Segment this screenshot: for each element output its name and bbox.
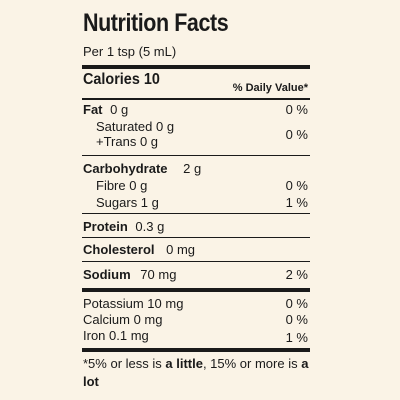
sodium-row: Sodium 70 mg bbox=[83, 267, 176, 283]
daily-value-header: % Daily Value* bbox=[232, 82, 308, 94]
saturated-dv: 0 % bbox=[285, 127, 308, 142]
divider-thin bbox=[82, 237, 310, 238]
protein-row: Protein 0.3 g bbox=[83, 219, 164, 235]
fibre-dv: 0 % bbox=[285, 178, 308, 193]
footnote-little: a little bbox=[165, 356, 203, 371]
daily-value-footnote: *5% or less is a little, 15% or more is … bbox=[83, 355, 311, 391]
footnote-text: *5% or less is bbox=[83, 356, 166, 371]
sugars-dv: 1 % bbox=[285, 195, 308, 210]
fat-row: Fat 0 g bbox=[83, 102, 128, 118]
divider-thick bbox=[82, 65, 310, 69]
cholesterol-label: Cholesterol bbox=[83, 242, 155, 257]
sodium-label: Sodium bbox=[83, 267, 131, 282]
calories-value: Calories 10 bbox=[83, 71, 160, 88]
fibre-label: Fibre 0 g bbox=[96, 178, 148, 193]
fat-dv: 0 % bbox=[285, 102, 308, 117]
protein-label: Protein bbox=[83, 219, 128, 234]
protein-amount: 0.3 g bbox=[135, 219, 165, 234]
footnote-lot: a lot bbox=[83, 356, 309, 389]
saturated-label: Saturated 0 g bbox=[96, 119, 175, 134]
trans-label: +Trans 0 g bbox=[96, 134, 159, 149]
iron-dv: 1 % bbox=[285, 330, 308, 345]
sodium-dv: 2 % bbox=[285, 267, 308, 282]
footnote-text: , 15% or more is bbox=[202, 356, 302, 371]
divider-thick bbox=[82, 288, 310, 292]
fat-amount: 0 g bbox=[110, 102, 129, 117]
calcium-dv: 0 % bbox=[285, 312, 308, 327]
cholesterol-row: Cholesterol 0 mg bbox=[83, 242, 195, 258]
nutrition-facts-panel: Nutrition Facts Per 1 tsp (5 mL) Calorie… bbox=[73, 0, 318, 400]
carbohydrate-row: Carbohydrate 2 g bbox=[83, 161, 201, 177]
serving-size: Per 1 tsp (5 mL) bbox=[83, 44, 177, 59]
divider-thin bbox=[82, 213, 310, 214]
divider-medium bbox=[82, 98, 310, 100]
cholesterol-amount: 0 mg bbox=[166, 242, 196, 257]
iron-label: Iron 0.1 mg bbox=[83, 328, 149, 343]
potassium-dv: 0 % bbox=[285, 296, 308, 311]
divider-thin bbox=[82, 155, 310, 156]
divider-thin bbox=[82, 261, 310, 262]
sodium-amount: 70 mg bbox=[140, 267, 177, 282]
potassium-label: Potassium 10 mg bbox=[83, 296, 184, 311]
label-title: Nutrition Facts bbox=[83, 9, 229, 37]
fat-label: Fat bbox=[83, 102, 103, 117]
calcium-label: Calcium 0 mg bbox=[83, 312, 163, 327]
divider-thick bbox=[82, 348, 310, 352]
sugars-label: Sugars 1 g bbox=[96, 195, 159, 210]
carbohydrate-label: Carbohydrate bbox=[83, 161, 168, 176]
carbohydrate-amount: 2 g bbox=[183, 161, 202, 176]
